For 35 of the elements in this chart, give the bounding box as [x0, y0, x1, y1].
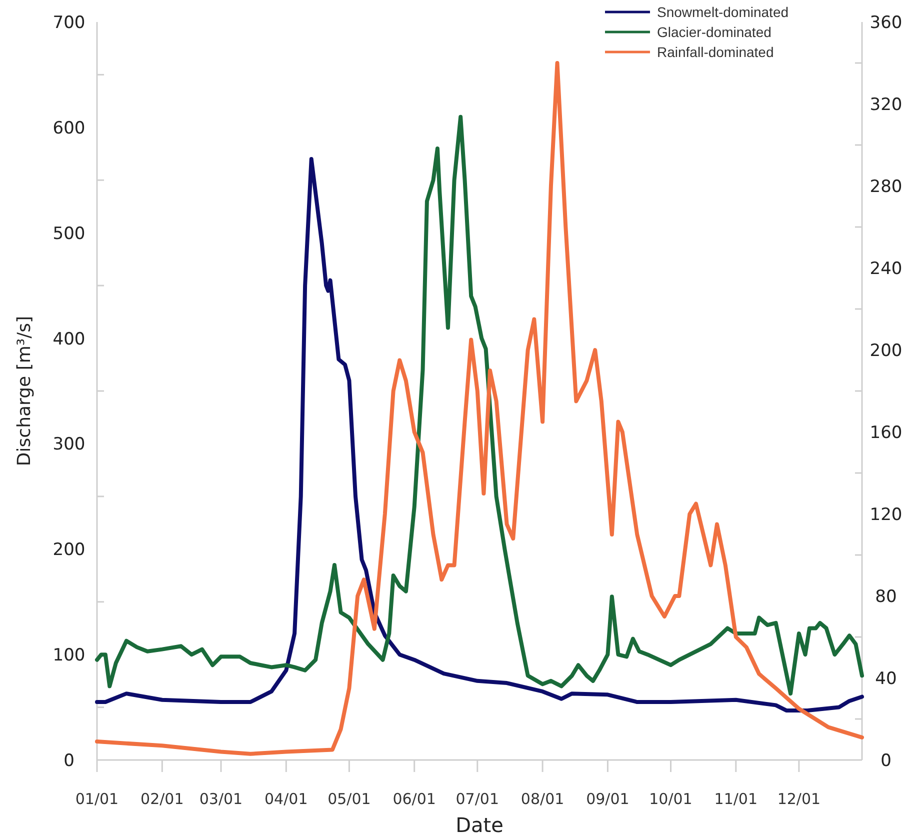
y2-tick-label: 200	[870, 341, 902, 361]
y2-tick-label: 280	[870, 177, 902, 197]
y2-tick-label: 120	[870, 505, 902, 525]
y-tick-label: 400	[52, 329, 86, 350]
y2-tick-label: 360	[870, 13, 902, 33]
x-tick-label: 10/01	[649, 790, 692, 808]
x-axis-title: Date	[456, 813, 504, 837]
x-tick-label: 01/01	[75, 790, 119, 808]
x-tick-label: 02/01	[140, 790, 184, 808]
y2-tick-label: 80	[875, 587, 897, 607]
y-tick-label: 700	[52, 13, 86, 33]
x-tick-label: 09/01	[586, 790, 630, 808]
x-tick-label: 08/01	[520, 790, 564, 808]
y2-tick-label: 240	[870, 259, 902, 279]
y-axis-title: Discharge [m³/s]	[14, 316, 35, 466]
x-tick-label: 11/01	[714, 790, 758, 808]
y-tick-label: 600	[52, 118, 86, 138]
x-tick-label: 06/01	[392, 790, 436, 808]
x-tick-label: 12/01	[777, 790, 821, 808]
y-tick-label: 200	[52, 540, 86, 560]
y2-tick-label: 160	[870, 423, 902, 443]
legend-label: Snowmelt-dominated	[657, 4, 789, 20]
legend-label: Rainfall-dominated	[657, 44, 774, 60]
y-tick-label: 0	[64, 751, 74, 771]
x-tick-label: 03/01	[199, 790, 243, 808]
y2-tick-label: 320	[870, 95, 902, 115]
y-tick-label: 100	[52, 646, 86, 666]
y-tick-label: 500	[52, 224, 86, 244]
legend-label: Glacier-dominated	[657, 24, 772, 40]
x-tick-label: 07/01	[456, 790, 500, 808]
y-tick-label: 300	[52, 434, 86, 455]
y2-tick-label: 40	[875, 669, 897, 689]
x-tick-label: 04/01	[264, 790, 308, 808]
y2-tick-label: 0	[880, 751, 892, 771]
x-tick-label: 05/01	[328, 790, 371, 808]
